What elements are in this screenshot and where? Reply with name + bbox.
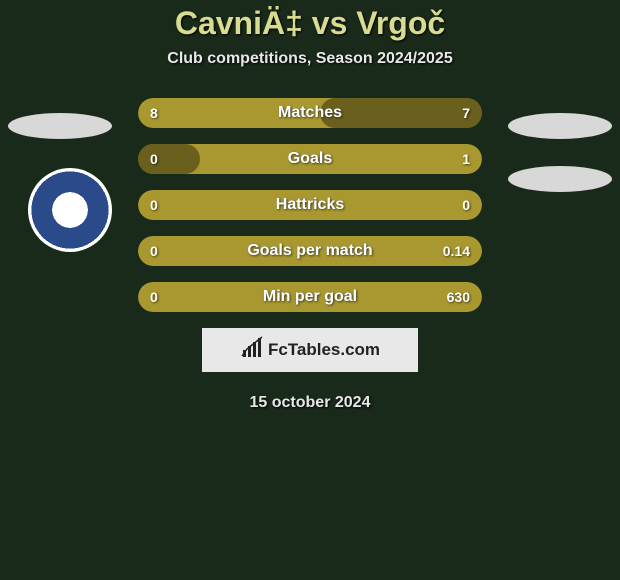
- brand-footer[interactable]: FcTables.com: [202, 328, 418, 372]
- stat-bar: 0 Hattricks 0: [138, 190, 482, 220]
- season-subtitle: Club competitions, Season 2024/2025: [0, 50, 620, 68]
- stat-right-value: 630: [447, 289, 470, 305]
- stats-area: 8 Matches 7 0 Goals 1 0 Hattricks 0 0 Goals per ma…: [0, 98, 620, 312]
- stat-label: Goals per match: [247, 242, 372, 260]
- stat-label: Hattricks: [276, 196, 344, 214]
- stat-left-value: 0: [150, 243, 158, 259]
- chart-icon: [240, 336, 264, 365]
- stat-bar: 0 Goals 1: [138, 144, 482, 174]
- player-right-placeholder-icon: [508, 113, 612, 139]
- stat-label: Min per goal: [263, 288, 357, 306]
- club-right-placeholder-icon: [508, 166, 612, 192]
- stat-bar: 0 Goals per match 0.14: [138, 236, 482, 266]
- club-badge-icon: [28, 168, 112, 252]
- footer-date: 15 october 2024: [0, 394, 620, 412]
- stat-left-value: 0: [150, 197, 158, 213]
- stat-rows: 8 Matches 7 0 Goals 1 0 Hattricks 0 0 Goals per ma…: [138, 98, 482, 312]
- stat-left-value: 8: [150, 105, 158, 121]
- stat-right-value: 7: [462, 105, 470, 121]
- stat-bar: 8 Matches 7: [138, 98, 482, 128]
- stat-left-value: 0: [150, 289, 158, 305]
- stat-left-value: 0: [150, 151, 158, 167]
- infographic-container: CavniÄ‡ vs Vrgoč Club competitions, Seas…: [0, 0, 620, 412]
- stat-label: Goals: [288, 150, 332, 168]
- stat-bar: 0 Min per goal 630: [138, 282, 482, 312]
- stat-right-value: 0.14: [443, 243, 470, 259]
- brand-text: FcTables.com: [268, 340, 380, 360]
- stat-right-value: 1: [462, 151, 470, 167]
- player-left-placeholder-icon: [8, 113, 112, 139]
- stat-right-value: 0: [462, 197, 470, 213]
- comparison-title: CavniÄ‡ vs Vrgoč: [0, 5, 620, 42]
- stat-label: Matches: [278, 104, 342, 122]
